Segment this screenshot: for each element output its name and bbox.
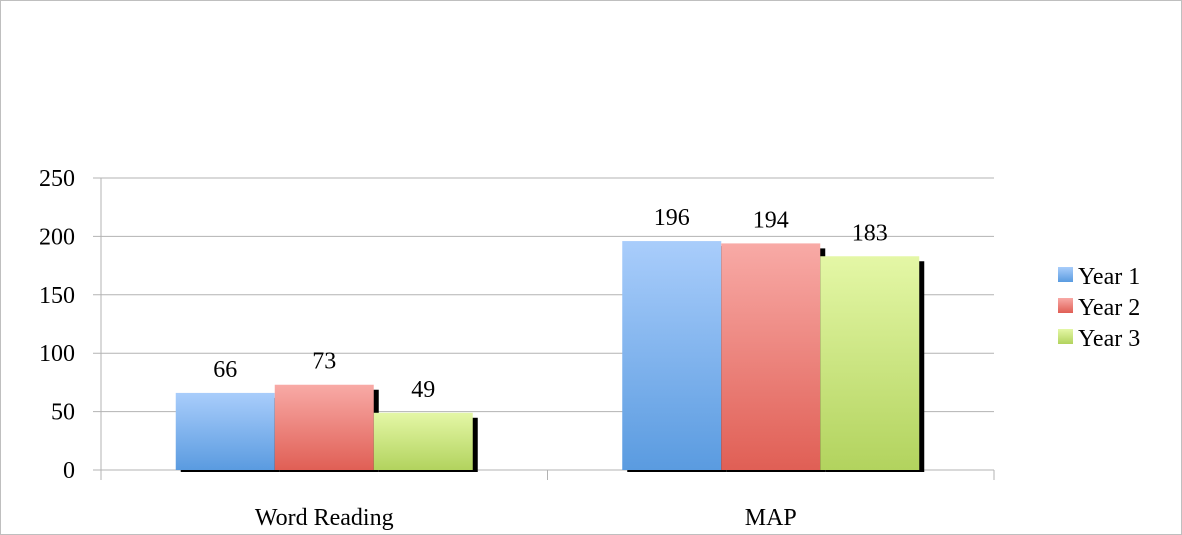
bar-year-2-1 — [721, 243, 821, 470]
legend: Year 1 Year 2 Year 3 — [1058, 264, 1140, 352]
data-label: 194 — [753, 207, 789, 233]
legend-swatch — [1058, 298, 1073, 313]
legend-swatch — [1058, 267, 1073, 282]
legend-label: Year 2 — [1078, 295, 1140, 321]
legend-label: Year 1 — [1078, 264, 1140, 290]
data-labels: 66 73 49 196 194 183 — [213, 205, 888, 403]
y-tick-label: 100 — [39, 341, 75, 367]
data-label: 196 — [654, 205, 690, 231]
x-category-label: MAP — [745, 505, 797, 531]
y-tick-label: 150 — [39, 283, 75, 309]
legend-label: Year 3 — [1078, 326, 1140, 352]
bar-year-1-1 — [622, 241, 722, 470]
bar-year-3-1 — [820, 256, 920, 470]
data-label: 66 — [213, 357, 237, 383]
bars — [175, 241, 925, 472]
bar-year-2-0 — [274, 384, 374, 470]
x-category-label: Word Reading — [255, 505, 394, 531]
y-tick-label: 250 — [39, 166, 75, 192]
bar-year-3-0 — [373, 412, 473, 470]
y-tick-label: 50 — [51, 400, 75, 426]
data-label: 183 — [852, 220, 888, 246]
y-tick-label: 0 — [63, 458, 75, 484]
bar-year-1-0 — [175, 392, 275, 470]
y-tick-label: 200 — [39, 224, 75, 250]
legend-swatch — [1058, 329, 1073, 344]
data-label: 73 — [312, 349, 336, 375]
data-label: 49 — [411, 377, 435, 403]
